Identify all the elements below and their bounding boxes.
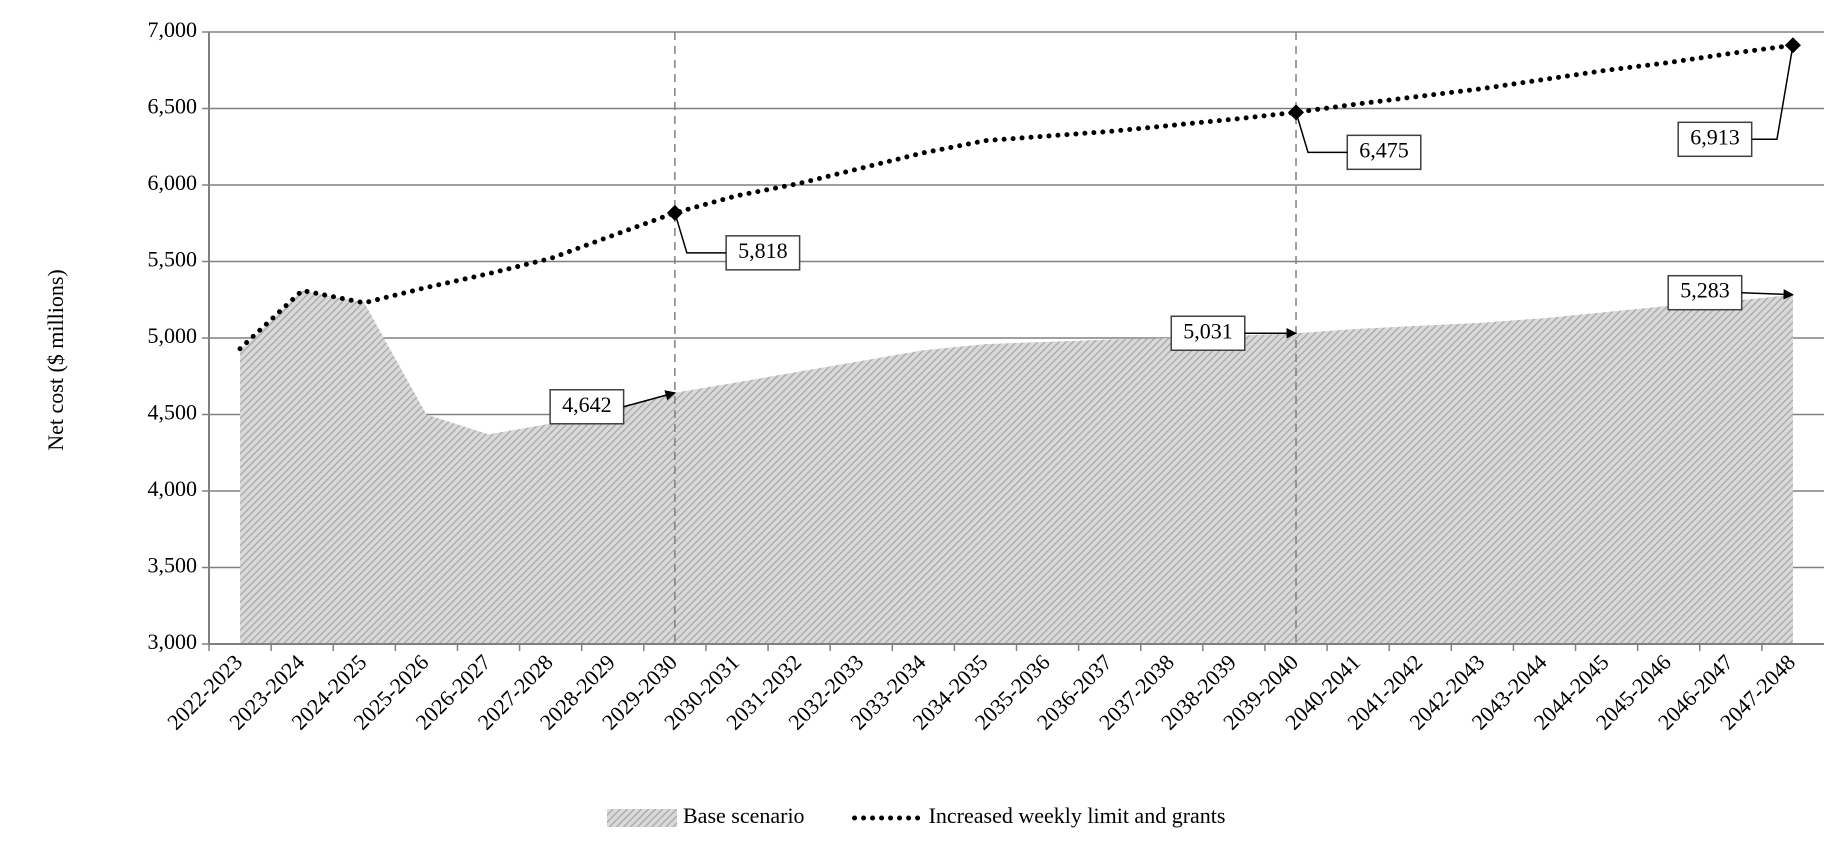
value-label: 5,818 bbox=[725, 235, 801, 271]
value-label-text: 4,642 bbox=[562, 392, 612, 417]
label-leader bbox=[674, 212, 727, 254]
value-label-text: 5,818 bbox=[738, 238, 788, 263]
y-tick-label: 3,000 bbox=[148, 629, 198, 654]
area bbox=[240, 290, 1793, 644]
y-tick-label: 7,000 bbox=[148, 17, 198, 42]
legend-label: Base scenario bbox=[683, 803, 805, 828]
label-leader bbox=[1751, 45, 1794, 141]
y-axis-label: Net cost ($ millions) bbox=[43, 269, 68, 450]
label-box bbox=[1346, 134, 1422, 171]
value-label-text: 6,475 bbox=[1359, 137, 1409, 162]
y-tick-label: 6,500 bbox=[148, 94, 198, 119]
label-leader bbox=[1295, 112, 1348, 154]
y-tick-label: 5,000 bbox=[148, 323, 198, 348]
legend-label: Increased weekly limit and grants bbox=[929, 803, 1226, 828]
value-label: 6,913 bbox=[1677, 121, 1753, 158]
y-tick-label: 3,500 bbox=[148, 553, 198, 578]
y-tick-label: 6,000 bbox=[148, 170, 198, 195]
y-tick-label: 4,000 bbox=[148, 476, 198, 501]
y-tick-label: 5,500 bbox=[148, 247, 198, 272]
label-box bbox=[1170, 315, 1246, 352]
legend-swatch bbox=[607, 809, 677, 827]
value-label: 5,031 bbox=[1170, 315, 1246, 352]
label-box bbox=[549, 389, 625, 425]
value-label-text: 5,283 bbox=[1680, 278, 1730, 303]
label-box bbox=[725, 235, 801, 271]
line bbox=[237, 42, 1796, 352]
label-box bbox=[1667, 274, 1743, 311]
value-label: 6,475 bbox=[1346, 134, 1422, 171]
label-arrow bbox=[623, 390, 676, 408]
value-label: 4,642 bbox=[549, 389, 625, 425]
y-tick-label: 4,500 bbox=[148, 400, 198, 425]
label-arrow bbox=[1741, 289, 1794, 300]
value-label: 5,283 bbox=[1667, 274, 1743, 311]
value-label-text: 6,913 bbox=[1690, 124, 1740, 149]
value-label-text: 5,031 bbox=[1183, 318, 1233, 343]
